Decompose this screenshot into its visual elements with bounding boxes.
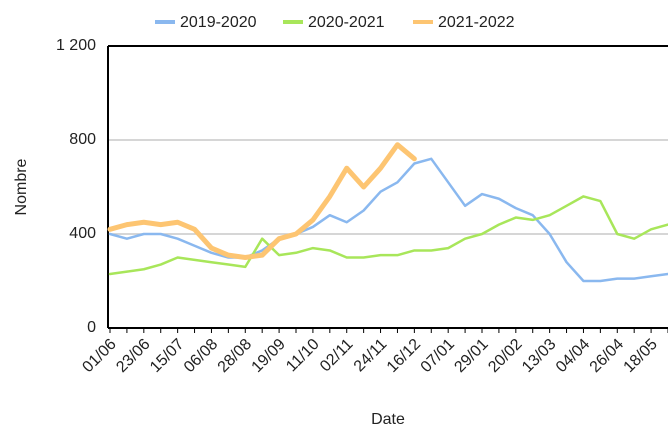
x-tick-label: 11/10 <box>283 336 323 376</box>
x-tick-label: 02/11 <box>317 336 357 376</box>
y-tick-label: 800 <box>69 131 96 148</box>
x-tick-label: 06/08 <box>181 336 221 376</box>
x-tick-label: 23/06 <box>113 336 153 376</box>
x-tick-label: 13/03 <box>519 336 559 376</box>
x-tick-label: 29/01 <box>451 336 491 376</box>
series-line <box>108 157 668 283</box>
series-line <box>107 142 417 260</box>
x-tick-label: 20/02 <box>485 336 525 376</box>
legend-label: 2020-2021 <box>308 14 385 31</box>
y-tick-label: 400 <box>69 225 96 242</box>
x-tick-label: 04/04 <box>553 336 593 376</box>
x-tick-label: 24/11 <box>351 336 391 376</box>
series-line <box>108 195 668 276</box>
x-tick-label: 18/05 <box>621 336 661 376</box>
x-tick-label: 07/01 <box>418 336 458 376</box>
legend-label: 2019-2020 <box>180 14 257 31</box>
y-tick-label: 0 <box>87 319 96 336</box>
legend-label: 2021-2022 <box>438 14 515 31</box>
x-tick-label: 01/06 <box>79 336 119 376</box>
x-tick-label: 28/08 <box>215 336 255 376</box>
x-tick-label: 26/04 <box>587 336 627 376</box>
x-tick-label: 19/09 <box>249 336 289 376</box>
y-axis-label: Nombre <box>13 158 30 215</box>
x-axis-label: Date <box>371 411 405 428</box>
y-tick-label: 1 200 <box>56 37 96 54</box>
x-tick-label: 15/07 <box>147 336 187 376</box>
x-tick-label: 16/12 <box>384 336 424 376</box>
